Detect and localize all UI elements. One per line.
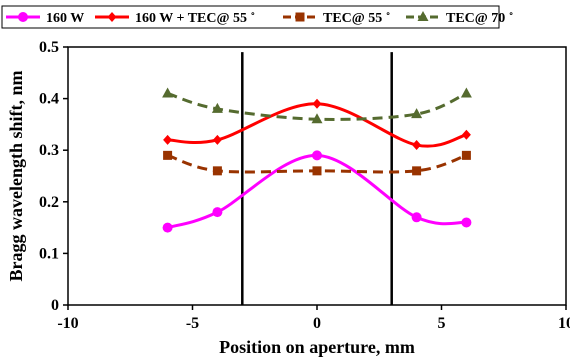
series-line: [167, 153, 467, 230]
y-axis-label: Bragg wavelength shift, nm: [6, 70, 26, 281]
data-point: [312, 98, 322, 109]
y-tick-label: 0: [51, 297, 59, 314]
data-point: [411, 108, 423, 119]
x-tick-label: 10: [558, 315, 570, 332]
legend-item: TEC@ 55 ˚: [283, 11, 390, 26]
legend-item: 160 W + TEC@ 55 ˚: [95, 11, 255, 26]
aperture-boundaries: [241, 52, 393, 305]
x-axis: -10 -5 0 5 10: [57, 305, 570, 332]
data-point: [412, 166, 422, 176]
data-point: [461, 150, 471, 160]
y-tick-label: 0.1: [39, 245, 59, 262]
plot-frame: [67, 46, 567, 306]
data-point: [312, 150, 322, 161]
y-tick-label: 0.2: [39, 194, 59, 211]
data-point: [211, 102, 223, 113]
x-tick-label: 5: [438, 315, 446, 332]
y-tick-label: 0.4: [39, 91, 59, 108]
legend-frame: [1, 5, 500, 29]
series-layer: [162, 87, 472, 233]
data-point: [411, 212, 422, 223]
y-axis: 0 0.1 0.2 0.3 0.4 0.5: [39, 39, 68, 314]
data-point: [461, 217, 472, 228]
legend: 160 W 160 W + TEC@ 55 ˚ TEC@ 55 ˚ TEC@ 70 ˚: [1, 5, 513, 29]
data-point: [461, 129, 471, 140]
x-tick-label: 0: [313, 315, 321, 332]
data-point: [212, 166, 222, 176]
legend-label: 160 W: [46, 11, 84, 26]
legend-swatch-marker: [417, 11, 429, 21]
y-tick-label: 0.3: [39, 142, 59, 159]
plot-area: 0 0.1 0.2 0.3 0.4 0.5 -10 -5 0 5 10: [39, 39, 570, 332]
data-point: [162, 87, 174, 98]
legend-swatch-marker: [107, 12, 117, 22]
data-point: [163, 134, 173, 145]
x-axis-label: Position on aperture, mm: [219, 337, 415, 357]
legend-swatch-marker: [295, 12, 305, 22]
data-point: [212, 207, 223, 218]
data-point: [162, 222, 173, 233]
series-2: [163, 98, 471, 151]
legend-item: TEC@ 70 ˚: [406, 11, 513, 26]
data-point: [412, 140, 422, 151]
data-point: [212, 134, 222, 145]
legend-label: TEC@ 70 ˚: [446, 11, 513, 26]
data-point: [311, 113, 323, 124]
legend-swatch-marker: [18, 12, 28, 22]
legend-label: 160 W + TEC@ 55 ˚: [135, 11, 255, 26]
data-point: [312, 166, 322, 176]
legend-item: 160 W: [6, 11, 84, 26]
x-tick-label: -10: [57, 315, 78, 332]
y-tick-label: 0.5: [39, 39, 59, 56]
x-tick-label: -5: [186, 315, 199, 332]
legend-label: TEC@ 55 ˚: [323, 11, 390, 26]
series-3: [163, 150, 471, 176]
series-line: [167, 102, 467, 148]
series-1: [162, 150, 472, 233]
data-point: [163, 150, 173, 160]
series-4: [162, 87, 472, 124]
data-point: [460, 87, 472, 98]
